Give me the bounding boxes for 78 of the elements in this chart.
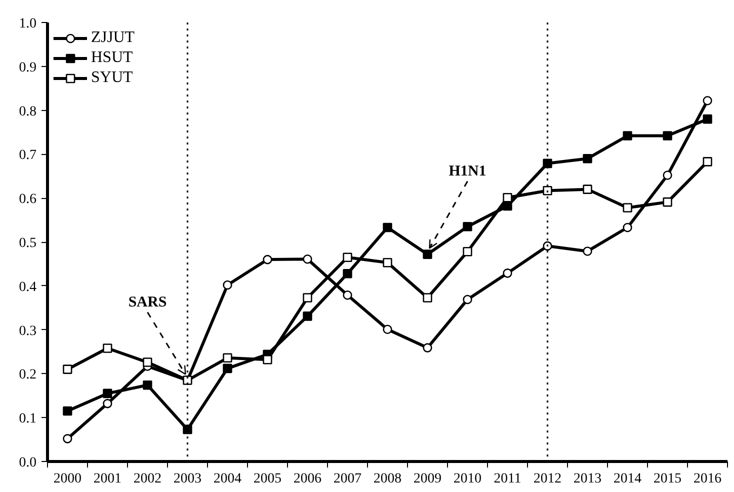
x-tick-label: 2005 bbox=[254, 472, 282, 486]
y-tick-label: 0.3 bbox=[19, 324, 36, 339]
point bbox=[502, 193, 512, 202]
x-tick-label: 2002 bbox=[134, 472, 162, 486]
point bbox=[102, 388, 112, 398]
x-tick-label: 2004 bbox=[214, 472, 242, 486]
point bbox=[302, 312, 312, 321]
x-tick-label: 2016 bbox=[694, 472, 722, 486]
x-tick-label: 2015 bbox=[654, 472, 682, 486]
y-tick-label: 0.2 bbox=[19, 368, 36, 383]
annotation: H1N1 bbox=[448, 163, 486, 180]
point bbox=[462, 222, 472, 232]
x-tick-label: 2008 bbox=[374, 472, 402, 486]
point bbox=[582, 184, 592, 194]
x-tick-label: 2009 bbox=[414, 472, 442, 486]
x-tick-label: 2006 bbox=[294, 472, 322, 486]
point bbox=[582, 154, 592, 164]
point bbox=[262, 254, 272, 264]
point bbox=[622, 222, 632, 232]
point bbox=[302, 293, 312, 302]
point bbox=[422, 250, 432, 259]
annotation: SARS bbox=[128, 294, 167, 310]
legend-label: SYUT bbox=[91, 69, 133, 87]
y-tick-label: 0.0 bbox=[19, 456, 36, 470]
point bbox=[102, 344, 112, 353]
point bbox=[142, 358, 152, 367]
y-tick-label: 0.1 bbox=[19, 412, 36, 427]
point bbox=[382, 222, 392, 232]
point bbox=[262, 355, 272, 364]
point bbox=[222, 280, 232, 290]
y-tick-label: 0.7 bbox=[19, 148, 36, 164]
x-tick-label: 2001 bbox=[94, 472, 122, 486]
point bbox=[582, 246, 592, 256]
x-tick-label: 2011 bbox=[494, 472, 522, 486]
point bbox=[182, 376, 192, 385]
point bbox=[222, 364, 232, 374]
point bbox=[462, 294, 472, 304]
y-tick-label: 0.4 bbox=[19, 280, 36, 295]
point bbox=[662, 170, 672, 180]
y-tick-label: 0.8 bbox=[19, 104, 36, 120]
point bbox=[222, 353, 232, 363]
x-tick-label: 2010 bbox=[454, 472, 482, 486]
point bbox=[702, 157, 712, 166]
point bbox=[662, 131, 672, 140]
point bbox=[62, 406, 72, 416]
point bbox=[702, 96, 712, 106]
point bbox=[542, 241, 552, 251]
point bbox=[422, 293, 432, 302]
y-tick-label: 0.9 bbox=[19, 60, 36, 76]
point bbox=[62, 434, 72, 444]
x-tick-label: 2000 bbox=[54, 472, 82, 486]
point bbox=[302, 254, 312, 264]
y-tick-label: 0.5 bbox=[19, 236, 36, 251]
x-tick-label: 2014 bbox=[614, 472, 642, 486]
x-tick-label: 2007 bbox=[334, 472, 362, 486]
point bbox=[622, 131, 632, 140]
point bbox=[62, 364, 72, 374]
y-tick-label: 0.6 bbox=[19, 192, 36, 208]
point bbox=[142, 380, 152, 390]
point bbox=[662, 197, 672, 207]
point bbox=[502, 268, 512, 278]
x-tick-label: 2013 bbox=[574, 472, 602, 486]
point bbox=[342, 268, 352, 278]
point bbox=[102, 398, 112, 408]
legend-label: ZJJUT bbox=[91, 29, 135, 47]
point bbox=[382, 258, 392, 268]
point bbox=[462, 247, 472, 256]
point bbox=[342, 290, 352, 300]
y-tick-label: 1.0 bbox=[19, 16, 36, 32]
legend-label: HSUT bbox=[91, 49, 133, 67]
point bbox=[382, 324, 392, 334]
point bbox=[622, 203, 632, 212]
point bbox=[422, 343, 432, 352]
point bbox=[542, 186, 552, 196]
point bbox=[702, 114, 712, 124]
x-tick-label: 2012 bbox=[534, 472, 562, 486]
x-tick-label: 2003 bbox=[174, 472, 202, 486]
point bbox=[342, 252, 352, 262]
